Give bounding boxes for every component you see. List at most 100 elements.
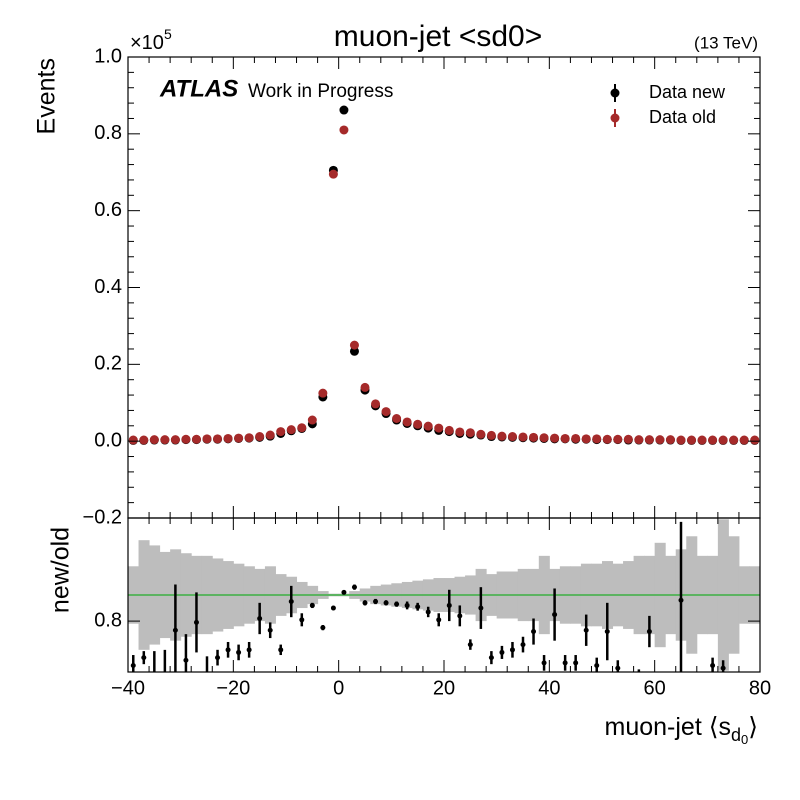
ratio-point [520,642,526,648]
ratio-point [288,599,294,605]
data-point [392,414,402,424]
data-point [750,435,760,445]
legend: Data new Data old [610,82,726,127]
ratio-point [731,698,736,703]
legend-label: Data old [649,107,716,127]
data-point [476,429,486,439]
data-point [708,435,718,445]
ratio-point [668,688,673,693]
y-tick-label: 1.0 [94,45,122,67]
data-point [276,427,286,437]
ratio-point [552,612,558,618]
ratio-point [636,683,641,688]
data-point [571,433,581,443]
data-point [592,434,602,444]
data-point [529,432,539,442]
data-point [687,435,697,445]
data-point [665,435,675,445]
ratio-point [573,660,579,666]
data-point [434,423,444,433]
data-point [465,428,475,438]
ratio-point [267,627,273,633]
data-point [602,434,612,444]
data-point [297,423,307,433]
ratio-point [415,604,421,610]
ratio-point [488,655,494,661]
ratio-point [246,647,252,653]
data-point [455,427,465,437]
ratio-y-tick-label: 0.8 [94,609,122,631]
ratio-point [183,657,189,663]
data-point [307,415,317,425]
ratio-point [215,655,221,661]
y-tick-label: 0.6 [94,199,122,221]
ratio-point [172,627,178,633]
data-point [139,435,149,445]
data-point [170,435,180,445]
data-point [676,435,686,445]
x-tick-label: 60 [644,677,666,699]
ratio-point [646,629,652,635]
ratio-point [562,660,568,666]
data-point [623,434,633,444]
data-point [360,382,370,392]
ratio-point [309,602,315,608]
x-axis-label: muon-jet ⟨sd0⟩ [605,713,758,748]
data-point [381,407,391,417]
ratio-point [225,647,231,653]
data-point [191,434,201,444]
data-point [181,434,191,444]
ratio-point [320,625,326,631]
data-point [213,434,223,444]
ratio-point [742,698,747,703]
ratio-point [425,609,431,615]
data-point [149,435,159,445]
data-point [402,417,412,427]
x-tick-label: 20 [433,677,455,699]
ratio-point [193,619,199,625]
data-point [644,435,654,445]
ratio-point [583,627,589,633]
data-point [371,399,381,409]
data-point [518,432,528,442]
x-tick-label: −20 [216,677,250,699]
data-point [581,434,591,444]
ratio-point [626,688,631,693]
ratio-point [710,662,716,668]
ratio-point [689,698,694,703]
data-point [328,169,338,179]
data-point [560,433,570,443]
ratio-point [436,617,442,623]
data-point [497,431,507,441]
experiment-label: ATLAS [159,75,238,102]
ratio-point [383,600,389,606]
ratio-panel [128,519,760,703]
x-tick-label: 0 [333,677,344,699]
data-point [655,435,665,445]
y-axis-label: Events [33,58,61,134]
y-tick-label: 0.8 [94,122,122,144]
ratio-point [236,649,242,655]
ratio-point [373,599,379,605]
data-point [539,433,549,443]
ratio-point [351,584,357,590]
data-point [160,435,170,445]
ratio-point [152,688,157,693]
ratio-point [278,647,284,653]
legend-icon [610,113,620,123]
x-tick-label: 40 [538,677,560,699]
legend-label: Data new [649,82,726,102]
legend-icon [610,88,620,98]
ratio-y-axis-label: new/old [47,527,75,613]
y-tick-label: 0.2 [94,353,122,375]
data-point [550,433,560,443]
y-tick-label: 0.4 [94,276,122,298]
ratio-point [394,601,400,607]
chart-title: muon-jet <sd0> [334,20,542,53]
ratio-point [531,629,537,635]
ratio-point [141,655,147,661]
ratio-point [162,686,167,691]
ratio-point [130,662,136,668]
ratio-point [478,605,484,611]
